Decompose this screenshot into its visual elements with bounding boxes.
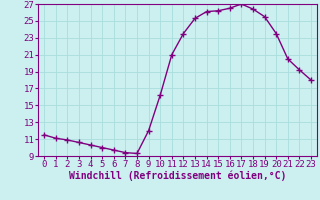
X-axis label: Windchill (Refroidissement éolien,°C): Windchill (Refroidissement éolien,°C) <box>69 171 286 181</box>
